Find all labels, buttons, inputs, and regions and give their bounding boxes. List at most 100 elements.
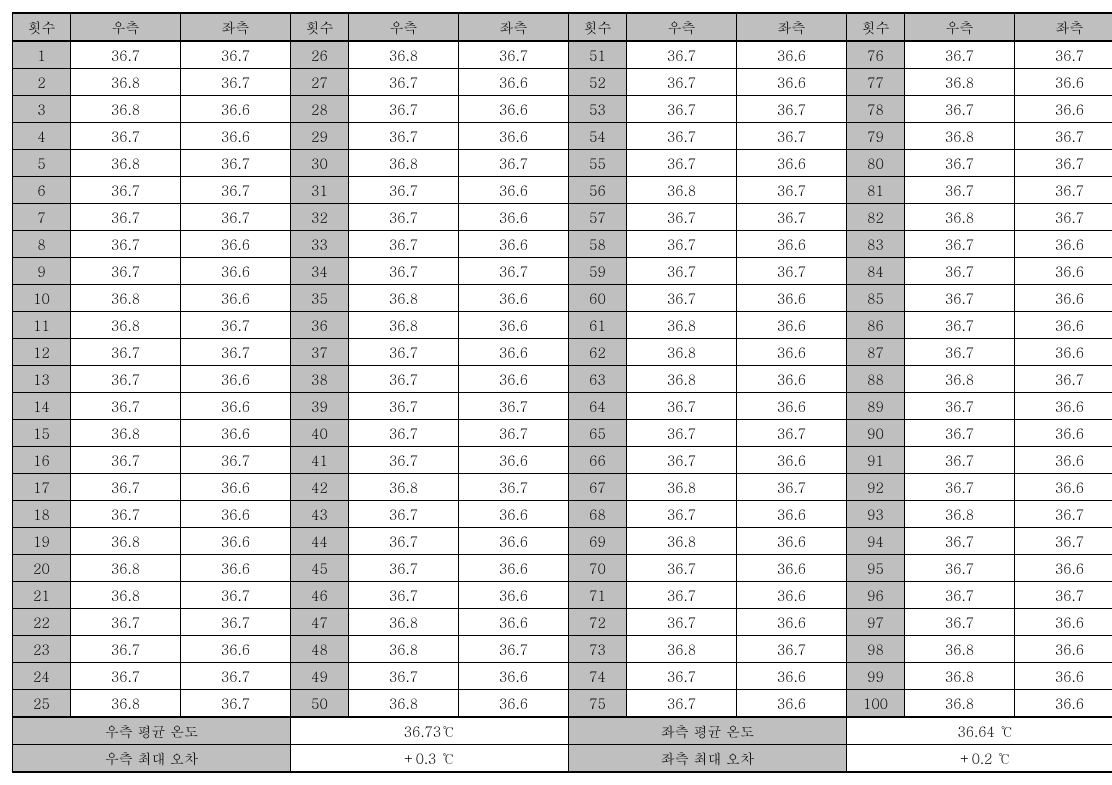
cell-right: 36.7 xyxy=(905,609,1015,636)
cell-left: 36.6 xyxy=(1015,474,1112,501)
cell-right: 36.7 xyxy=(349,393,459,420)
cell-right: 36.8 xyxy=(349,150,459,177)
cell-count: 14 xyxy=(13,393,71,420)
cell-count: 57 xyxy=(569,204,627,231)
cell-count: 32 xyxy=(291,204,349,231)
cell-left: 36.6 xyxy=(459,231,569,258)
cell-count: 63 xyxy=(569,366,627,393)
cell-count: 72 xyxy=(569,609,627,636)
table-body: 136.736.72636.836.75136.736.67636.736.72… xyxy=(13,41,1112,717)
cell-right: 36.7 xyxy=(349,177,459,204)
cell-count: 13 xyxy=(13,366,71,393)
cell-count: 45 xyxy=(291,555,349,582)
cell-right: 36.8 xyxy=(627,177,737,204)
cell-left: 36.6 xyxy=(737,150,847,177)
cell-left: 36.6 xyxy=(737,366,847,393)
cell-left: 36.6 xyxy=(459,528,569,555)
col-right: 우측 xyxy=(349,13,459,41)
cell-count: 10 xyxy=(13,285,71,312)
left-avg-value: 36.64 ℃ xyxy=(847,717,1112,745)
cell-right: 36.7 xyxy=(905,393,1015,420)
cell-count: 97 xyxy=(847,609,905,636)
cell-count: 98 xyxy=(847,636,905,663)
cell-left: 36.6 xyxy=(459,204,569,231)
cell-left: 36.7 xyxy=(181,312,291,339)
cell-count: 93 xyxy=(847,501,905,528)
cell-left: 36.7 xyxy=(459,258,569,285)
cell-count: 70 xyxy=(569,555,627,582)
cell-count: 39 xyxy=(291,393,349,420)
cell-right: 36.7 xyxy=(349,555,459,582)
cell-left: 36.7 xyxy=(1015,204,1112,231)
cell-right: 36.7 xyxy=(349,447,459,474)
table-row: 2136.836.74636.736.67136.736.69636.736.7 xyxy=(13,582,1112,609)
cell-count: 37 xyxy=(291,339,349,366)
cell-count: 77 xyxy=(847,69,905,96)
cell-count: 83 xyxy=(847,231,905,258)
col-left: 좌측 xyxy=(737,13,847,41)
cell-right: 36.7 xyxy=(349,420,459,447)
left-avg-label: 좌측 평균 온도 xyxy=(569,717,847,745)
table-row: 436.736.62936.736.65436.736.77936.836.7 xyxy=(13,123,1112,150)
cell-left: 36.7 xyxy=(1015,582,1112,609)
cell-right: 36.7 xyxy=(627,150,737,177)
cell-left: 36.6 xyxy=(459,366,569,393)
cell-count: 68 xyxy=(569,501,627,528)
cell-right: 36.7 xyxy=(71,231,181,258)
cell-left: 36.7 xyxy=(181,690,291,718)
cell-count: 19 xyxy=(13,528,71,555)
table-row: 1736.736.64236.836.76736.836.79236.736.6 xyxy=(13,474,1112,501)
cell-left: 36.6 xyxy=(737,231,847,258)
right-avg-label: 우측 평균 온도 xyxy=(13,717,291,745)
cell-left: 36.7 xyxy=(181,339,291,366)
cell-count: 20 xyxy=(13,555,71,582)
cell-right: 36.8 xyxy=(905,204,1015,231)
cell-count: 80 xyxy=(847,150,905,177)
cell-count: 87 xyxy=(847,339,905,366)
cell-left: 36.6 xyxy=(459,663,569,690)
cell-count: 91 xyxy=(847,447,905,474)
cell-right: 36.8 xyxy=(905,69,1015,96)
left-err-label: 좌측 최대 오차 xyxy=(569,745,847,773)
cell-left: 36.6 xyxy=(737,312,847,339)
col-count: 횟수 xyxy=(13,13,71,41)
cell-right: 36.7 xyxy=(905,258,1015,285)
cell-count: 100 xyxy=(847,690,905,718)
cell-right: 36.7 xyxy=(905,177,1015,204)
cell-right: 36.7 xyxy=(905,528,1015,555)
cell-right: 36.7 xyxy=(627,204,737,231)
cell-left: 36.6 xyxy=(1015,609,1112,636)
cell-count: 66 xyxy=(569,447,627,474)
cell-left: 36.7 xyxy=(737,636,847,663)
cell-left: 36.7 xyxy=(1015,41,1112,69)
cell-left: 36.6 xyxy=(1015,96,1112,123)
cell-count: 74 xyxy=(569,663,627,690)
cell-right: 36.7 xyxy=(627,501,737,528)
cell-left: 36.6 xyxy=(737,393,847,420)
cell-count: 88 xyxy=(847,366,905,393)
cell-right: 36.7 xyxy=(349,501,459,528)
cell-right: 36.7 xyxy=(627,555,737,582)
cell-left: 36.7 xyxy=(1015,528,1112,555)
cell-count: 59 xyxy=(569,258,627,285)
cell-count: 53 xyxy=(569,96,627,123)
cell-right: 36.7 xyxy=(71,41,181,69)
cell-right: 36.7 xyxy=(71,123,181,150)
cell-count: 50 xyxy=(291,690,349,718)
cell-count: 67 xyxy=(569,474,627,501)
cell-count: 2 xyxy=(13,69,71,96)
cell-count: 3 xyxy=(13,96,71,123)
cell-count: 61 xyxy=(569,312,627,339)
table-row: 236.836.72736.736.65236.736.67736.836.6 xyxy=(13,69,1112,96)
cell-count: 99 xyxy=(847,663,905,690)
cell-count: 62 xyxy=(569,339,627,366)
cell-left: 36.7 xyxy=(459,636,569,663)
cell-count: 78 xyxy=(847,96,905,123)
cell-right: 36.7 xyxy=(349,366,459,393)
cell-count: 12 xyxy=(13,339,71,366)
cell-count: 52 xyxy=(569,69,627,96)
table-row: 736.736.73236.736.65736.736.78236.836.7 xyxy=(13,204,1112,231)
cell-right: 36.7 xyxy=(349,96,459,123)
cell-left: 36.7 xyxy=(1015,366,1112,393)
col-count: 횟수 xyxy=(569,13,627,41)
